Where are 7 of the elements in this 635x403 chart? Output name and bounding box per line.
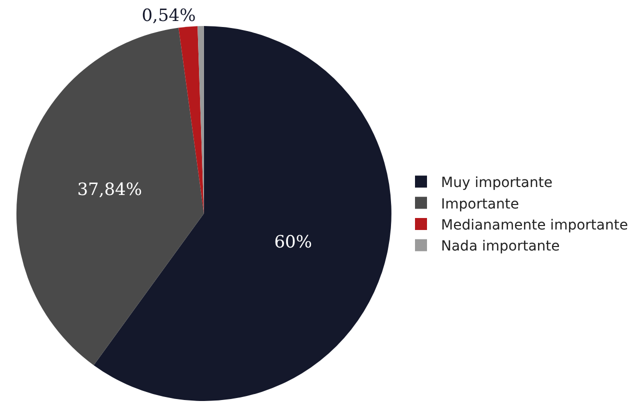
legend-label: Medianamente importante (441, 217, 628, 234)
data-label: 0,54% (142, 6, 196, 26)
data-label: 37,84% (77, 180, 142, 200)
legend-label: Importante (441, 196, 520, 212)
data-label: 60% (274, 232, 312, 252)
legend-label: Nada importante (441, 238, 560, 255)
legend-label: Muy importante (441, 175, 552, 192)
